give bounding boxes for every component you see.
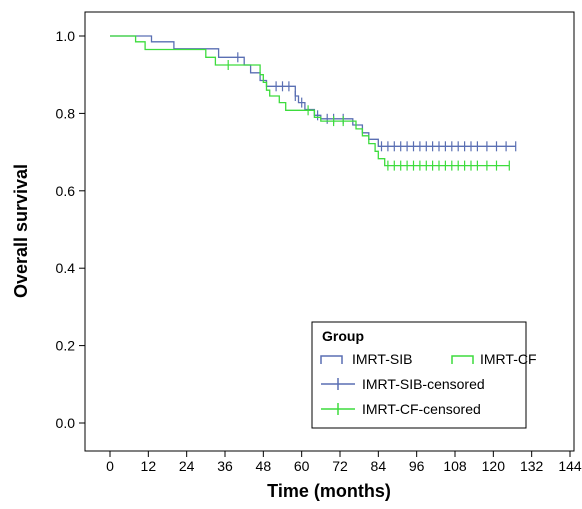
- y-axis: 0.0 0.2 0.4 0.6 0.8 1.0: [56, 28, 85, 431]
- x-tick-label: 36: [217, 458, 233, 474]
- survival-step-line-imrt-cf: [110, 35, 510, 167]
- legend-label-sib-censored: IMRT-SIB-censored: [362, 376, 485, 392]
- y-tick-label: 1.0: [56, 28, 76, 44]
- x-tick-label: 60: [294, 458, 310, 474]
- y-tick-label: 0.2: [56, 338, 76, 354]
- y-tick-label: 0.0: [56, 415, 76, 431]
- x-tick-label: 48: [256, 458, 272, 474]
- legend-swatch-cf-censored: [321, 403, 355, 415]
- x-tick-label: 24: [179, 458, 195, 474]
- y-axis-title: Overall survival: [11, 164, 31, 298]
- y-tick-label: 0.4: [56, 260, 76, 276]
- y-tick-label: 0.6: [56, 183, 76, 199]
- x-tick-label: 132: [520, 458, 544, 474]
- x-tick-label: 84: [371, 458, 387, 474]
- legend-label-sib: IMRT-SIB: [352, 351, 412, 367]
- series-layer: [110, 35, 517, 171]
- legend-swatch-sib: [320, 355, 343, 364]
- legend-label-cf-censored: IMRT-CF-censored: [362, 401, 481, 417]
- legend-swatch-cf: [451, 355, 474, 364]
- x-tick-label: 12: [141, 458, 157, 474]
- x-tick-label: 144: [558, 458, 582, 474]
- series-imrt-cf: [110, 35, 510, 171]
- y-tick-label: 0.8: [56, 105, 76, 121]
- x-tick-label: 0: [106, 458, 114, 474]
- legend-label-cf: IMRT-CF: [480, 351, 537, 367]
- legend: Group IMRT-SIB IMRT-CF IMRT-SIB-censored…: [311, 321, 537, 429]
- x-tick-label: 108: [443, 458, 467, 474]
- x-tick-label: 72: [332, 458, 348, 474]
- x-tick-label: 96: [409, 458, 425, 474]
- x-axis: 0 12 24 36 48 60 72 84 96 108 120 132 144: [106, 451, 582, 474]
- x-axis-title: Time (months): [267, 481, 391, 501]
- legend-title: Group: [322, 328, 364, 344]
- legend-swatch-sib-censored: [321, 378, 355, 390]
- x-tick-label: 120: [482, 458, 506, 474]
- legend-box: [311, 321, 527, 429]
- plot-frame: [84, 11, 575, 452]
